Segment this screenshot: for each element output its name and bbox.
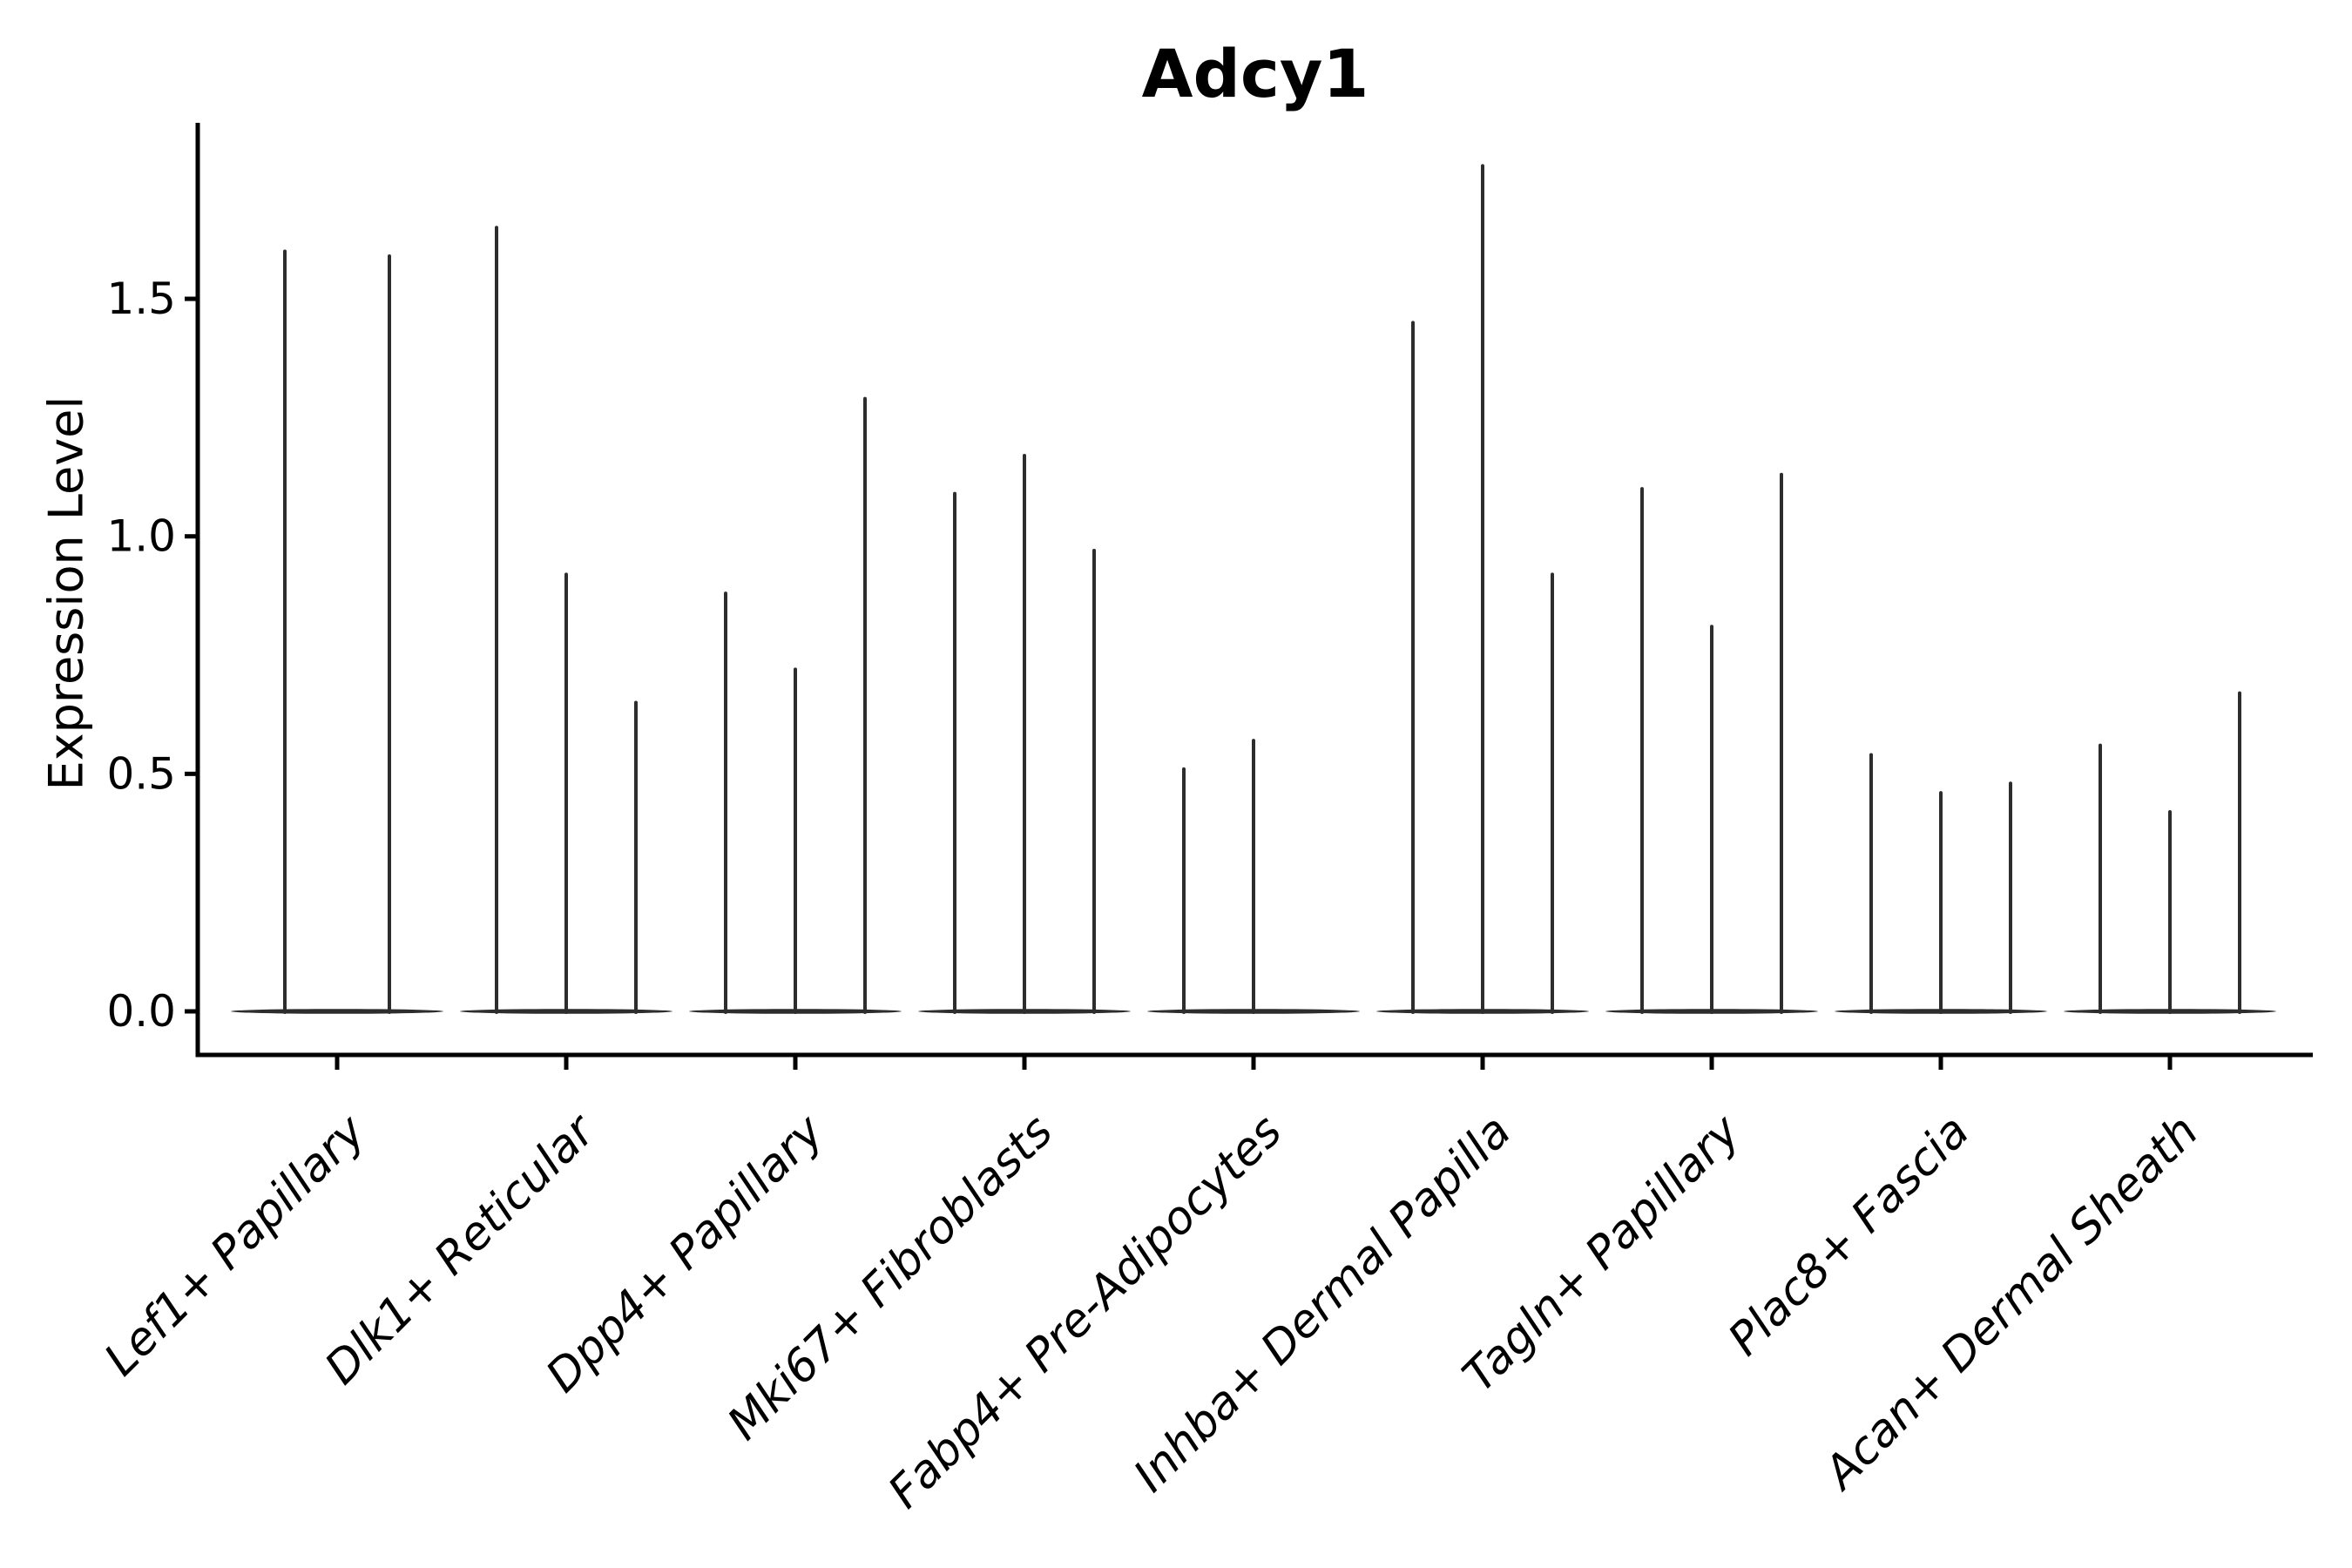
y-tick-label: 1.0 bbox=[106, 511, 176, 562]
x-tick-label: Acan+ Dermal Sheath bbox=[1813, 1105, 2208, 1501]
violin-base bbox=[231, 1009, 443, 1014]
x-tick-label: Plac8+ Fascia bbox=[1719, 1105, 1979, 1366]
x-tick-label: Fabp4+ Pre-Adipocytes bbox=[879, 1105, 1293, 1519]
y-tick-label: 1.5 bbox=[106, 274, 176, 324]
y-tick-label: 0.5 bbox=[106, 748, 176, 799]
chart-title: Adcy1 bbox=[1141, 35, 1369, 112]
y-tick-label: 0.0 bbox=[106, 986, 176, 1037]
x-tick-label: Inhba+ Dermal Papilla bbox=[1124, 1105, 1521, 1503]
